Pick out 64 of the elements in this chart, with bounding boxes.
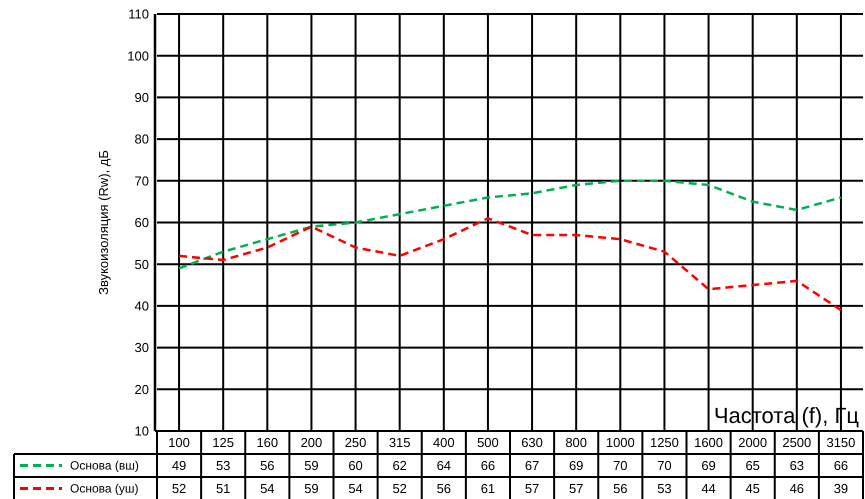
x-tick-label: 315 (388, 435, 411, 450)
data-label: 66 (834, 458, 848, 474)
data-label: 63 (790, 458, 804, 474)
x-tick-label: 800 (565, 435, 588, 450)
data-label: 64 (436, 458, 452, 474)
data-label: 53 (216, 458, 230, 474)
data-label: 66 (480, 458, 496, 474)
x-tick-label: 1000 (606, 435, 635, 450)
data-label: 60 (348, 458, 363, 474)
x-tick-label: 160 (256, 435, 278, 450)
data-label: 39 (834, 481, 848, 496)
y-tick-label: 110 (128, 6, 149, 22)
data-label: 51 (216, 481, 230, 496)
y-tick-label: 80 (134, 132, 149, 147)
data-label: 59 (304, 458, 319, 474)
y-tick-label: 50 (134, 256, 149, 272)
x-tick-label: 100 (168, 435, 190, 450)
data-label: 56 (436, 481, 452, 496)
x-tick-label: 200 (300, 435, 322, 450)
data-label: 56 (613, 481, 628, 496)
line-series (178, 180, 842, 270)
x-tick-label: 125 (212, 435, 234, 450)
x-tick-label: 630 (521, 435, 543, 450)
y-tick-label: 70 (134, 173, 149, 188)
data-label: 57 (524, 481, 540, 496)
data-label: 59 (304, 481, 319, 496)
x-tick-label: 1250 (650, 435, 679, 450)
y-tick-label: 20 (134, 382, 149, 397)
data-label: 70 (613, 458, 628, 474)
y-tick-label: 10 (134, 424, 149, 439)
legend-label: Основа (уш) (70, 482, 139, 496)
x-tick-label: 3150 (826, 435, 856, 450)
data-label: 67 (524, 458, 540, 474)
y-tick-label: 100 (127, 48, 149, 64)
x-tick-label: 400 (432, 435, 455, 450)
x-tick-label: 500 (477, 435, 499, 450)
data-label: 46 (790, 481, 804, 496)
data-label: 52 (392, 481, 407, 496)
data-label: 62 (392, 458, 407, 474)
x-tick-label: 250 (344, 435, 366, 450)
data-label: 54 (348, 481, 363, 496)
data-label: 70 (657, 458, 672, 474)
y-tick-label: 40 (134, 298, 149, 314)
data-label: 61 (480, 481, 496, 496)
data-label: 54 (260, 481, 275, 496)
x-tick-label: 1600 (694, 435, 724, 450)
data-label: 69 (568, 458, 584, 474)
data-label: 52 (172, 481, 186, 496)
line-series (178, 217, 842, 312)
data-label: 65 (745, 458, 760, 474)
x-tick-label: 2500 (782, 435, 812, 450)
data-label: 49 (172, 458, 186, 474)
data-label: 57 (568, 481, 584, 496)
y-tick-label: 90 (134, 90, 149, 105)
data-label: 44 (701, 481, 716, 496)
data-label: 45 (745, 481, 760, 496)
legend-label: Основа (вш) (70, 458, 139, 473)
data-label: 53 (657, 481, 672, 496)
data-label: 56 (260, 458, 275, 474)
y-axis-title: Звукоизоляция (Rw), дБ (96, 150, 111, 295)
y-tick-label: 30 (134, 340, 149, 356)
x-tick-label: 2000 (738, 435, 768, 450)
y-tick-label: 60 (134, 215, 149, 230)
data-label: 69 (701, 458, 716, 474)
